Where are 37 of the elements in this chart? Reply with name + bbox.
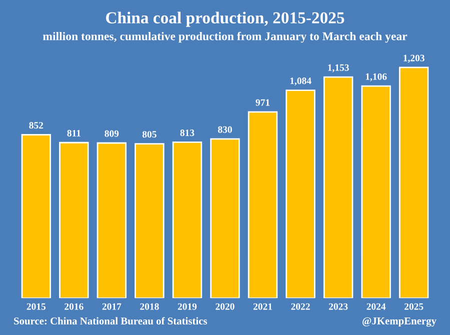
bar: [134, 143, 164, 298]
bar: [398, 66, 429, 298]
x-tick-label: 2016: [64, 303, 84, 310]
source-note: Source: China National Bureau of Statistics: [14, 317, 208, 325]
bar: [96, 142, 127, 298]
data-label: 805: [142, 131, 156, 138]
data-label: 852: [29, 122, 44, 129]
x-tick-label: 2024: [366, 303, 386, 310]
data-label: 1,153: [328, 64, 349, 72]
x-tick-label: 2023: [328, 303, 348, 310]
x-tick-label: 2020: [216, 303, 234, 310]
x-tick-label: 2017: [102, 303, 122, 310]
x-tick-label: 2018: [140, 303, 159, 310]
bar: [286, 90, 316, 298]
data-label: 811: [67, 130, 80, 136]
x-tick-label: 2019: [178, 303, 197, 310]
bar: [172, 142, 202, 298]
bar: [248, 111, 278, 298]
data-label: 1,106: [366, 73, 387, 82]
chart-subtitle: million tonnes, cumulative production from January to March each year: [42, 32, 408, 43]
data-label: 1,084: [290, 78, 312, 86]
data-label: 971: [256, 99, 270, 106]
x-tick-label: 2022: [291, 303, 310, 310]
x-tick-label: 2025: [404, 303, 424, 310]
data-label: 809: [104, 130, 119, 137]
x-tick-label: 2015: [26, 303, 46, 310]
bar: [210, 138, 240, 298]
chart-title: China coal production, 2015-2025: [106, 12, 344, 27]
data-label: 1,203: [404, 54, 424, 63]
data-label: 813: [180, 130, 194, 136]
bar: [323, 76, 354, 298]
x-tick-label: 2021: [253, 303, 272, 310]
data-label: 830: [218, 126, 232, 133]
text: @JKempEnergy: [362, 317, 436, 327]
bar: [59, 142, 89, 298]
bar: [21, 134, 52, 298]
bar: [361, 85, 391, 298]
